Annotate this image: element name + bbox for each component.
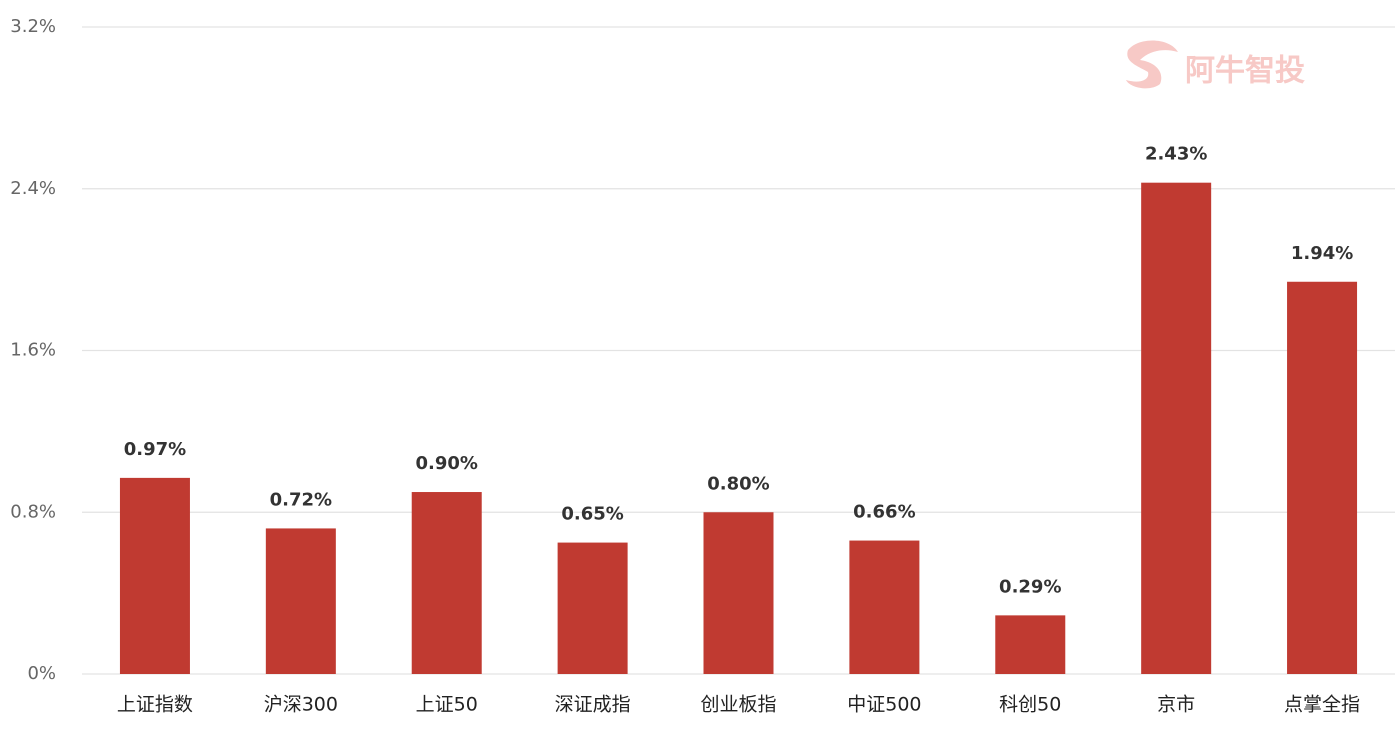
bar [849, 540, 920, 674]
x-tick-label: 深证成指 [555, 694, 631, 716]
x-tick-label: 点掌全指 [1284, 694, 1360, 716]
value-label: 0.29% [999, 576, 1061, 597]
x-tick-label: 上证50 [416, 694, 478, 716]
x-tick-label: 上证指数 [117, 694, 193, 716]
value-label: 1.94% [1291, 243, 1353, 264]
x-tick-label: 沪深300 [264, 694, 338, 716]
value-label: 0.90% [415, 453, 477, 474]
bar [557, 542, 628, 674]
x-tick-label: 科创50 [999, 694, 1061, 716]
bar [119, 477, 190, 674]
x-tick-label: 创业板指 [700, 694, 776, 716]
bar [411, 492, 482, 674]
y-tick-label: 0.8% [10, 501, 56, 522]
x-tick-label: 京市 [1157, 694, 1195, 716]
watermark-text: 阿牛智投 [1185, 54, 1305, 89]
bar [703, 512, 774, 674]
value-label: 0.65% [561, 504, 623, 525]
value-label: 0.80% [707, 473, 769, 494]
value-label: 0.97% [124, 439, 186, 460]
bar [265, 528, 336, 674]
value-label: 2.43% [1145, 144, 1207, 165]
watermark-logo: 阿牛智投 [1126, 40, 1305, 89]
y-tick-label: 0% [27, 663, 56, 684]
value-label: 0.66% [853, 502, 915, 523]
y-tick-label: 1.6% [10, 340, 56, 361]
bar [1141, 182, 1212, 674]
y-tick-label: 2.4% [10, 178, 56, 199]
bar [1287, 281, 1358, 674]
bar [995, 615, 1066, 674]
x-tick-label: 中证500 [847, 694, 921, 716]
y-tick-label: 3.2% [10, 16, 56, 37]
logo-icon [1126, 40, 1178, 89]
value-label: 0.72% [270, 489, 332, 510]
